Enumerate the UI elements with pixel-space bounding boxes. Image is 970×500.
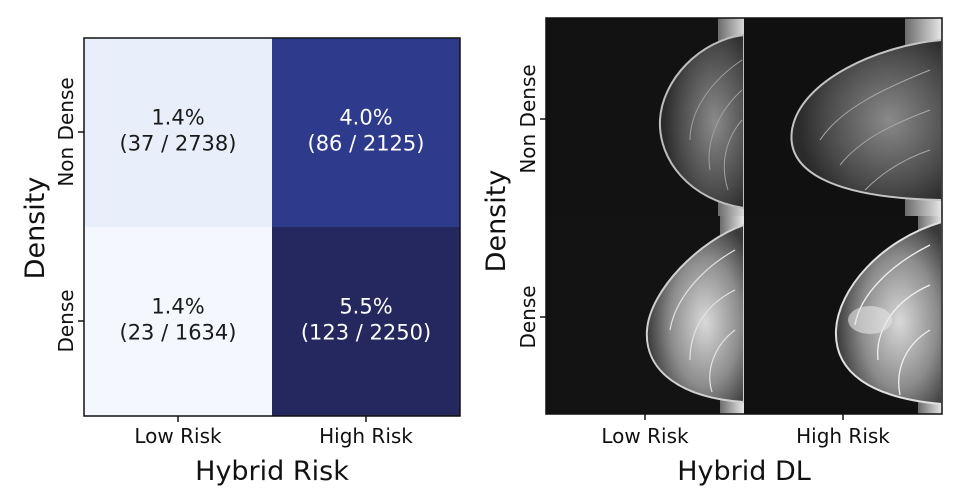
heatmap-cell-r0-c0 [84,38,272,227]
heatmap-percent-label: 5.5% [339,295,392,319]
heatmap-count-label: (86 / 2125) [308,132,425,156]
risk-heatmap-chart: 1.4%(37 / 2738)4.0%(86 / 2125)1.4%(23 / … [20,37,461,487]
grid-y-axis-label: Density [481,170,512,273]
x-tick-label-low-risk: Low Risk [134,424,222,448]
x-axis-label: Hybrid Risk [195,456,349,487]
mammogram-grid-chart: Non Dense Dense Density Low Risk High Ri… [481,17,943,487]
grid-x-tick-label-high-risk: High Risk [796,424,890,448]
heatmap-percent-label: 1.4% [151,106,204,130]
y-axis-label: Density [20,177,51,280]
grid-y-tick-label-dense: Dense [516,285,540,348]
y-tick-label-dense: Dense [54,289,78,352]
mammogram-dense-high-risk [744,216,942,414]
heatmap-cell-r1-c1 [272,227,460,416]
image-grid-frame [545,17,943,415]
grid-y-tick-label-non-dense: Non Dense [516,64,540,173]
x-tick-label-high-risk: High Risk [319,424,413,448]
heatmap-count-label: (123 / 2250) [301,321,431,345]
y-tick-label-non-dense: Non Dense [54,77,78,186]
heatmap-percent-label: 4.0% [339,106,392,130]
mammogram-non-dense-high-risk [744,18,942,216]
heatmap-cell-r1-c0 [84,227,272,416]
grid-x-tick-label-low-risk: Low Risk [601,424,689,448]
heatmap-count-label: (23 / 1634) [120,321,237,345]
mammogram-dense-low-risk [546,216,744,414]
heatmap-frame [83,37,461,417]
heatmap-count-label: (37 / 2738) [120,132,237,156]
grid-x-axis-label: Hybrid DL [677,456,811,487]
mammogram-non-dense-low-risk [546,18,744,216]
heatmap-cell-r0-c1 [272,38,460,227]
heatmap-percent-label: 1.4% [151,295,204,319]
